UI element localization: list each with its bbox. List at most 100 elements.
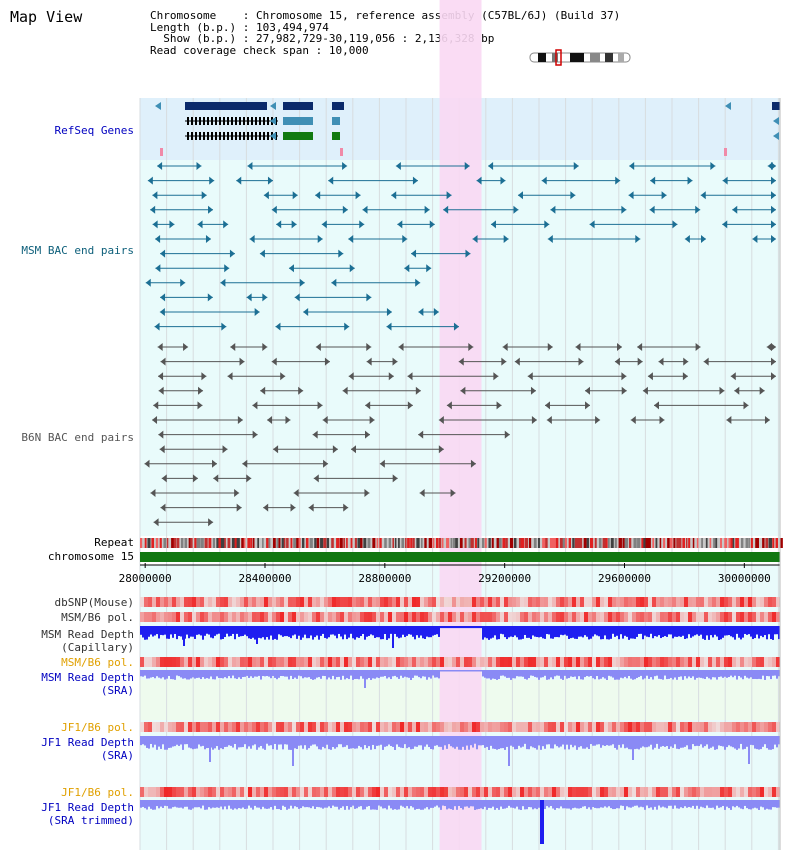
dbsnp-heat-cell[interactable] bbox=[540, 597, 544, 607]
jf1-depth-trim-bar[interactable] bbox=[590, 800, 592, 810]
jf1-b6-pol-trim-heat-cell[interactable] bbox=[456, 787, 460, 797]
jf1-depth-sra-bar[interactable] bbox=[520, 736, 522, 748]
dbsnp-heat-cell[interactable] bbox=[196, 597, 200, 607]
msm-bac-pair-end[interactable] bbox=[263, 191, 269, 200]
jf1-b6-pol-heat-cell[interactable] bbox=[224, 722, 228, 732]
dbsnp-heat-cell[interactable] bbox=[444, 597, 448, 607]
msm-depth-sra-bar[interactable] bbox=[192, 670, 194, 678]
msm-depth-sra-bar[interactable] bbox=[632, 670, 634, 680]
msm-b6-pol-sra-heat-cell[interactable] bbox=[544, 657, 548, 667]
dbsnp-heat-cell[interactable] bbox=[484, 597, 488, 607]
jf1-b6-pol-trim-heat-cell[interactable] bbox=[336, 787, 340, 797]
jf1-depth-trim-bar[interactable] bbox=[448, 800, 450, 809]
msm-bac-pair-end[interactable] bbox=[650, 176, 656, 185]
msm-depth-sra-bar[interactable] bbox=[296, 670, 298, 679]
msm-depth-capillary-bar[interactable] bbox=[170, 626, 172, 635]
jf1-depth-trim-bar[interactable] bbox=[482, 800, 484, 810]
msm-b6-pol-sra-heat-cell[interactable] bbox=[296, 657, 300, 667]
repeat-element[interactable] bbox=[696, 538, 699, 548]
jf1-depth-sra-bar[interactable] bbox=[396, 736, 398, 745]
jf1-b6-pol-heat-cell[interactable] bbox=[272, 722, 276, 732]
jf1-depth-trim-bar[interactable] bbox=[214, 800, 216, 808]
msm-b6-pol-sra-heat-cell[interactable] bbox=[724, 657, 728, 667]
jf1-depth-trim-bar[interactable] bbox=[284, 800, 286, 807]
jf1-depth-trim-bar[interactable] bbox=[264, 800, 266, 809]
msm-bac-pair-end[interactable] bbox=[424, 205, 430, 214]
jf1-depth-trim-bar[interactable] bbox=[298, 800, 300, 809]
jf1-depth-sra-bar[interactable] bbox=[268, 736, 270, 746]
msm-depth-capillary-bar[interactable] bbox=[146, 626, 148, 640]
msm-b6-pol-heat-cell[interactable] bbox=[656, 612, 660, 622]
jf1-depth-sra-bar[interactable] bbox=[196, 736, 198, 749]
msm-bac-pair-end[interactable] bbox=[342, 205, 348, 214]
msm-depth-capillary-bar[interactable] bbox=[622, 626, 624, 639]
jf1-depth-sra-bar[interactable] bbox=[696, 736, 698, 746]
jf1-b6-pol-heat-cell[interactable] bbox=[564, 722, 568, 732]
msm-depth-capillary-bar[interactable] bbox=[324, 626, 326, 638]
b6n-bac-pair-end[interactable] bbox=[621, 386, 627, 395]
jf1-depth-trim-bar[interactable] bbox=[384, 800, 386, 809]
msm-b6-pol-sra-heat-cell[interactable] bbox=[168, 657, 172, 667]
jf1-b6-pol-trim-heat-cell[interactable] bbox=[244, 787, 248, 797]
jf1-depth-trim-bar[interactable] bbox=[660, 800, 662, 808]
msm-b6-pol-sra-heat-cell[interactable] bbox=[516, 657, 520, 667]
jf1-depth-trim-bar[interactable] bbox=[774, 800, 776, 808]
msm-depth-sra-bar[interactable] bbox=[636, 670, 638, 678]
msm-b6-pol-heat-cell[interactable] bbox=[640, 612, 644, 622]
msm-depth-capillary-bar[interactable] bbox=[260, 626, 262, 639]
jf1-depth-trim-bar[interactable] bbox=[694, 800, 696, 809]
dbsnp-heat-cell[interactable] bbox=[268, 597, 272, 607]
msm-depth-capillary-bar[interactable] bbox=[748, 626, 750, 635]
jf1-depth-trim-bar[interactable] bbox=[242, 800, 244, 808]
b6n-bac-pair-end[interactable] bbox=[446, 401, 452, 410]
jf1-b6-pol-heat-cell[interactable] bbox=[464, 722, 468, 732]
jf1-depth-trim-bar[interactable] bbox=[592, 800, 594, 808]
jf1-depth-trim-bar[interactable] bbox=[218, 800, 220, 808]
jf1-depth-trim-bar[interactable] bbox=[652, 800, 654, 810]
msm-depth-capillary-bar[interactable] bbox=[586, 626, 588, 637]
msm-b6-pol-heat-cell[interactable] bbox=[556, 612, 560, 622]
msm-depth-sra-bar[interactable] bbox=[226, 670, 228, 679]
msm-depth-sra-bar[interactable] bbox=[514, 670, 516, 679]
jf1-b6-pol-trim-heat-cell[interactable] bbox=[224, 787, 228, 797]
msm-depth-sra-bar[interactable] bbox=[768, 670, 770, 677]
jf1-depth-sra-bar[interactable] bbox=[214, 736, 216, 749]
msm-depth-sra-bar[interactable] bbox=[408, 670, 410, 678]
dbsnp-heat-cell[interactable] bbox=[188, 597, 192, 607]
msm-b6-pol-heat-cell[interactable] bbox=[512, 612, 516, 622]
msm-b6-pol-sra-heat-cell[interactable] bbox=[488, 657, 492, 667]
jf1-depth-trim-bar[interactable] bbox=[650, 800, 652, 808]
msm-b6-pol-sra-heat-cell[interactable] bbox=[504, 657, 508, 667]
jf1-b6-pol-heat-cell[interactable] bbox=[220, 722, 224, 732]
msm-depth-sra-bar[interactable] bbox=[180, 670, 182, 678]
msm-depth-capillary-bar[interactable] bbox=[550, 626, 552, 639]
jf1-b6-pol-trim-heat-cell[interactable] bbox=[732, 787, 736, 797]
msm-b6-pol-heat-cell[interactable] bbox=[224, 612, 228, 622]
jf1-depth-trim-bar[interactable] bbox=[226, 800, 228, 810]
jf1-depth-trim-bar[interactable] bbox=[520, 800, 522, 810]
jf1-depth-trim-bar[interactable] bbox=[310, 800, 312, 809]
msm-depth-capillary-bar[interactable] bbox=[672, 626, 674, 639]
msm-b6-pol-heat-cell[interactable] bbox=[704, 612, 708, 622]
repeat-element[interactable] bbox=[410, 538, 413, 548]
jf1-depth-sra-bar[interactable] bbox=[160, 736, 162, 749]
jf1-depth-trim-bar[interactable] bbox=[684, 800, 686, 807]
msm-depth-sra-bar[interactable] bbox=[438, 670, 440, 679]
jf1-b6-pol-trim-heat-cell[interactable] bbox=[352, 787, 356, 797]
b6n-bac-pair-end[interactable] bbox=[637, 357, 643, 366]
msm-depth-sra-bar[interactable] bbox=[530, 670, 532, 676]
msm-b6-pol-sra-heat-cell[interactable] bbox=[588, 657, 592, 667]
msm-b6-pol-heat-cell[interactable] bbox=[776, 612, 780, 622]
msm-depth-capillary-bar[interactable] bbox=[410, 626, 412, 635]
b6n-bac-pair-end[interactable] bbox=[153, 518, 159, 527]
msm-bac-pair-end[interactable] bbox=[771, 191, 776, 200]
gene-exon[interactable] bbox=[235, 132, 237, 140]
jf1-depth-trim-bar[interactable] bbox=[758, 800, 760, 810]
msm-depth-sra-bar[interactable] bbox=[736, 670, 738, 680]
msm-b6-pol-heat-cell[interactable] bbox=[696, 612, 700, 622]
msm-depth-capillary-bar[interactable] bbox=[246, 626, 248, 637]
b6n-bac-pair-end[interactable] bbox=[546, 416, 552, 424]
b6n-bac-pair-end[interactable] bbox=[392, 357, 398, 366]
jf1-depth-sra-bar[interactable] bbox=[290, 736, 292, 750]
msm-depth-capillary-bar[interactable] bbox=[234, 626, 236, 640]
